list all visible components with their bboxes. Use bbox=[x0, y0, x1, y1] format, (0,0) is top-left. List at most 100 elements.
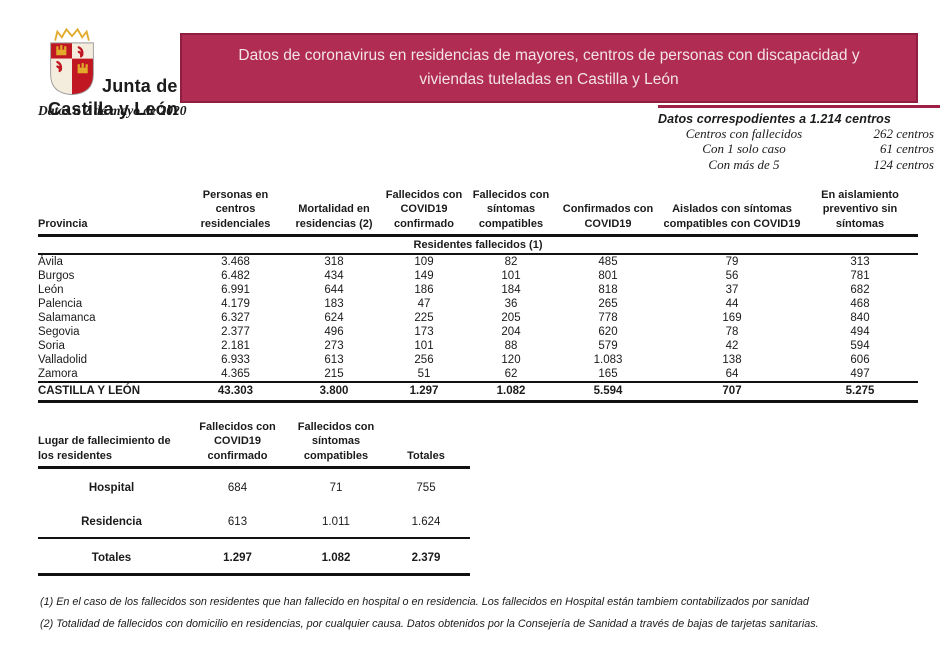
col-header: Personas en centros residenciales bbox=[200, 189, 271, 230]
table-total-row: Totales 1.297 1.082 2.379 bbox=[38, 536, 470, 576]
cell: 62 bbox=[504, 367, 518, 380]
total-cell: 1.297 bbox=[409, 384, 439, 397]
title-banner: Datos de coronavirus en residencias de m… bbox=[180, 33, 918, 103]
table-row: Soria 2.181 273 101 88 579 42 594 bbox=[38, 339, 918, 353]
cell: 42 bbox=[725, 339, 739, 352]
cell: 184 bbox=[501, 283, 521, 296]
province-name: Burgos bbox=[38, 269, 75, 282]
info-label: Con más de 5 bbox=[708, 156, 780, 172]
info-value: 124 centros bbox=[873, 156, 934, 172]
place-of-death-table: Lugar de fallecimiento de los residentes… bbox=[38, 420, 470, 576]
coat-of-arms-icon bbox=[46, 26, 98, 103]
col-header: Mortalidad en residencias (2) bbox=[295, 203, 373, 230]
col-header: Fallecidos con síntomas compatibles bbox=[297, 421, 375, 462]
table-row: Segovia 2.377 496 173 204 620 78 494 bbox=[38, 325, 918, 339]
cell: 313 bbox=[850, 255, 870, 268]
cell: 801 bbox=[598, 269, 618, 282]
cell: 183 bbox=[324, 297, 344, 310]
cell: 684 bbox=[227, 481, 248, 494]
table-row: Burgos 6.482 434 149 101 801 56 781 bbox=[38, 269, 918, 283]
cell: 78 bbox=[725, 325, 739, 338]
cell: 318 bbox=[324, 255, 344, 268]
cell: 149 bbox=[414, 269, 434, 282]
cell: 778 bbox=[598, 311, 618, 324]
province-name: León bbox=[38, 283, 64, 296]
col-header: Totales bbox=[407, 449, 445, 462]
cell: 6.482 bbox=[221, 269, 250, 282]
cell: 468 bbox=[850, 297, 870, 310]
table-total-row: CASTILLA Y LEÓN 43.303 3.800 1.297 1.082… bbox=[38, 380, 918, 403]
cell: 755 bbox=[416, 481, 436, 494]
cell: 2.377 bbox=[221, 325, 250, 338]
cell: 6.327 bbox=[221, 311, 250, 324]
cell: 494 bbox=[850, 325, 870, 338]
col-header: En aislamiento preventivo sin síntomas bbox=[821, 189, 899, 230]
cell: 485 bbox=[598, 255, 618, 268]
province-table: Provincia Personas en centros residencia… bbox=[38, 188, 918, 403]
cell: 1.624 bbox=[411, 515, 441, 528]
province-table-header: Provincia Personas en centros residencia… bbox=[38, 188, 918, 237]
cell: 2.181 bbox=[221, 339, 250, 352]
col-header-provincia: Provincia bbox=[38, 217, 88, 230]
col-header: Fallecidos con COVID19 confirmado bbox=[385, 189, 463, 230]
page-title: Datos de coronavirus en residencias de m… bbox=[238, 46, 860, 88]
report-date: Datos a 2 de mayo de 2020 bbox=[38, 103, 187, 118]
cell: 36 bbox=[504, 297, 518, 310]
total-cell: 1.082 bbox=[496, 384, 526, 397]
junta-logo: Junta de Castilla y León bbox=[46, 26, 226, 120]
table-row: Salamanca 6.327 624 225 205 778 169 840 bbox=[38, 311, 918, 325]
cell: 56 bbox=[725, 269, 739, 282]
cell: 606 bbox=[850, 353, 870, 366]
cell: 47 bbox=[417, 297, 431, 310]
cell: 4.365 bbox=[221, 367, 250, 380]
centers-info-box: Datos correspodientes a 1.214 centros Ce… bbox=[658, 105, 940, 172]
province-name: Soria bbox=[38, 339, 65, 352]
cell: 186 bbox=[414, 283, 434, 296]
col-header-lugar: Lugar de fallecimiento de los residentes bbox=[38, 435, 171, 462]
cell: 138 bbox=[722, 353, 742, 366]
province-name: Salamanca bbox=[38, 311, 96, 324]
province-name: Segovia bbox=[38, 325, 80, 338]
cell: 256 bbox=[414, 353, 434, 366]
cell: 165 bbox=[598, 367, 618, 380]
cell: 88 bbox=[504, 339, 518, 352]
cell: 225 bbox=[414, 311, 434, 324]
table-row: Residencia 613 1.011 1.624 bbox=[38, 503, 470, 537]
cell: 613 bbox=[324, 353, 344, 366]
cell: 79 bbox=[725, 255, 739, 268]
cell: 64 bbox=[725, 367, 739, 380]
table-row: Palencia 4.179 183 47 36 265 44 468 bbox=[38, 297, 918, 311]
total-cell: 1.082 bbox=[321, 551, 351, 564]
cell: 434 bbox=[324, 269, 344, 282]
cell: 1.011 bbox=[322, 515, 350, 528]
total-cell: 43.303 bbox=[217, 384, 254, 397]
footnote-2: (2) Totalidad de fallecidos con domicili… bbox=[40, 618, 819, 630]
total-label: CASTILLA Y LEÓN bbox=[38, 384, 141, 397]
info-label: Con 1 solo caso bbox=[702, 141, 786, 157]
footnotes: (1) En el caso de los fallecidos son res… bbox=[40, 596, 920, 640]
cell: 44 bbox=[725, 297, 739, 310]
cell: 205 bbox=[501, 311, 521, 324]
province-name: Valladolid bbox=[38, 353, 88, 366]
table-row: Hospital 684 71 755 bbox=[38, 469, 470, 503]
footnote-1: (1) En el caso de los fallecidos son res… bbox=[40, 596, 809, 608]
info-label: Centros con fallecidos bbox=[685, 126, 803, 141]
cell: 204 bbox=[501, 325, 521, 338]
cell: 594 bbox=[850, 339, 870, 352]
total-cell: 3.800 bbox=[319, 384, 349, 397]
info-box-title: Datos correspodientes a 1.214 centros bbox=[658, 112, 891, 126]
total-cell: 707 bbox=[722, 384, 742, 397]
logo-org-line2: Castilla y León bbox=[48, 99, 179, 119]
info-row-un-caso: Con 1 solo caso 61 centros bbox=[658, 141, 940, 156]
cell: 497 bbox=[850, 367, 870, 380]
col-header: Confirmados con COVID19 bbox=[562, 203, 654, 230]
cell: 579 bbox=[598, 339, 618, 352]
total-cell: 1.297 bbox=[223, 551, 252, 564]
col-header: Fallecidos con COVID19 confirmado bbox=[199, 421, 276, 462]
cell: 82 bbox=[504, 255, 518, 268]
logo-org-line1: Junta de bbox=[102, 76, 178, 96]
table-row: Valladolid 6.933 613 256 120 1.083 138 6… bbox=[38, 353, 918, 367]
table-row: Ávila 3.468 318 109 82 485 79 313 bbox=[38, 255, 918, 269]
info-row-mas-de-5: Con más de 5 124 centros bbox=[658, 157, 940, 172]
total-cell: 2.379 bbox=[411, 551, 441, 564]
